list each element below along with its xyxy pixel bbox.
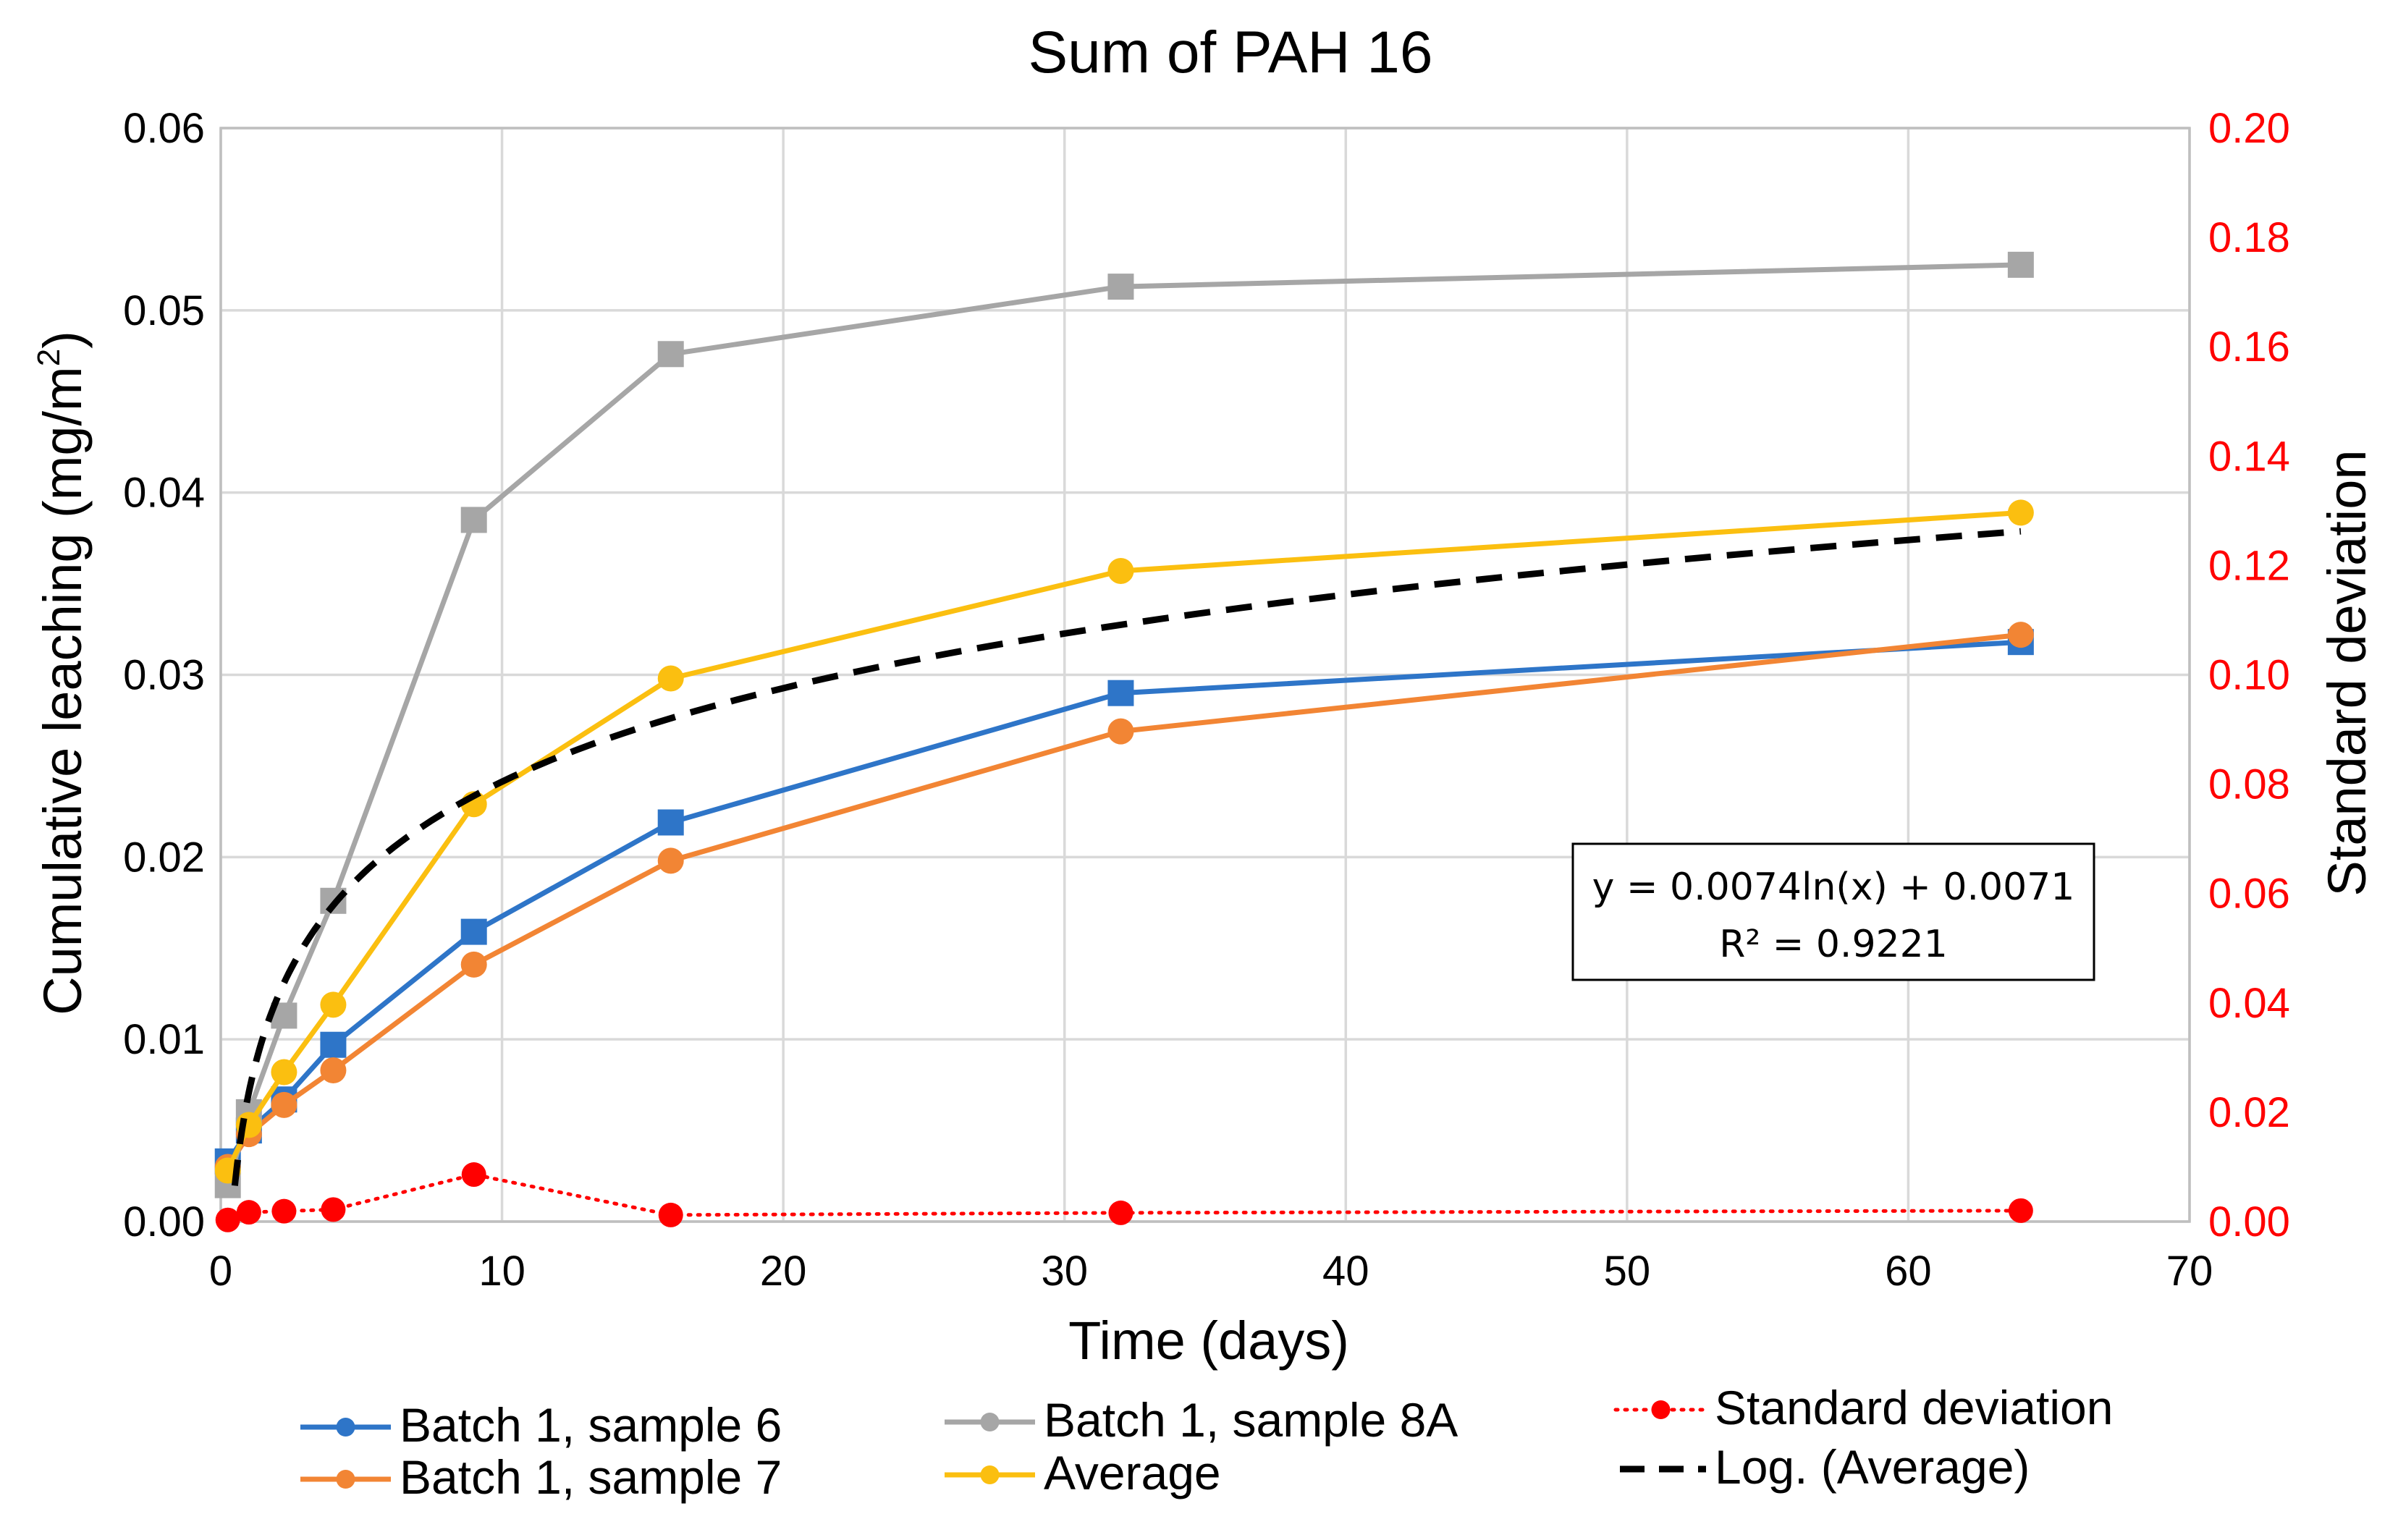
x-tick-label: 30: [1041, 1248, 1088, 1295]
series-standard-deviation: [215, 1162, 2033, 1232]
legend-swatch-marker: [980, 1413, 1000, 1431]
legend-label: Batch 1, sample 7: [400, 1450, 782, 1504]
x-tick-label: 60: [1885, 1248, 1932, 1295]
y2-tick-label: 0.06: [2208, 871, 2290, 918]
left-axis-ticks: 0.00 0.01 0.02 0.03 0.04 0.05 0.06: [123, 105, 205, 1245]
y-tick-label: 0.02: [123, 834, 205, 881]
data-point-average: [1107, 557, 1134, 584]
y2-tick-label: 0.16: [2208, 323, 2290, 371]
series-line-average: [225, 509, 2022, 1172]
trendline-log-average: [231, 528, 2022, 1186]
x-tick-label: 10: [478, 1248, 525, 1295]
legend-label: Batch 1, sample 6: [400, 1398, 782, 1452]
series-line-batch-1-sample-8a: [225, 262, 2021, 1186]
legend-swatch-marker: [980, 1465, 1000, 1484]
y2-tick-label: 0.00: [2208, 1198, 2290, 1245]
y2-tick-label: 0.14: [2208, 433, 2290, 480]
data-point-batch-1-sample-8a: [2007, 251, 2034, 278]
legend-label: Average: [1044, 1446, 1221, 1499]
data-point-batch-1-sample-8a: [657, 341, 684, 368]
y2-tick-label: 0.20: [2208, 105, 2290, 152]
legend-item: Batch 1, sample 6: [300, 1398, 782, 1452]
y-tick-label: 0.06: [123, 105, 205, 152]
legend-label: Standard deviation: [1715, 1381, 2113, 1434]
legend-swatch-marker: [1651, 1400, 1671, 1419]
data-point-batch-1-sample-6: [460, 918, 487, 945]
x-tick-label: 40: [1322, 1248, 1369, 1295]
data-point-batch-1-sample-7: [460, 951, 487, 978]
data-point-average: [320, 991, 347, 1018]
gridlines: [219, 127, 2191, 1223]
equation-frame: [1571, 842, 2095, 981]
data-point-batch-1-sample-7: [271, 1091, 297, 1118]
series-layer: [214, 251, 2034, 1232]
plot-area-frame: [219, 127, 2191, 1223]
y-tick-label: 0.05: [123, 287, 205, 334]
y-axis-title-main: Cumulative leaching (mg/m: [33, 366, 93, 1015]
legend-item: Standard deviation: [1613, 1381, 2113, 1434]
trendline-layer: [231, 528, 2022, 1186]
data-point-standard-deviation: [236, 1200, 261, 1225]
data-point-standard-deviation: [1108, 1200, 1133, 1225]
chart-title: Sum of PAH 16: [1028, 20, 1432, 85]
series-batch-1-sample-8a: [214, 251, 2034, 1198]
y-axis-title-superscript: 2: [31, 349, 67, 366]
y-tick-label: 0.01: [123, 1016, 205, 1063]
data-point-batch-1-sample-6: [320, 1031, 347, 1058]
x-tick-label: 70: [2166, 1248, 2213, 1295]
data-point-standard-deviation: [321, 1197, 346, 1222]
trendline-equation-box: y = 0.0074ln(x) + 0.0071 R² = 0.9221: [1571, 842, 2095, 981]
data-point-batch-1-sample-8a: [460, 507, 487, 533]
data-point-batch-1-sample-6: [1107, 680, 1134, 706]
y2-tick-label: 0.18: [2208, 214, 2290, 261]
y2-tick-label: 0.04: [2208, 980, 2290, 1027]
data-point-batch-1-sample-7: [320, 1057, 347, 1083]
trendline-equation: y = 0.0074ln(x) + 0.0071: [1592, 866, 2075, 909]
data-point-average: [657, 665, 684, 692]
data-point-average: [2007, 499, 2034, 526]
data-point-standard-deviation: [2008, 1198, 2033, 1223]
right-axis-ticks: 0.00 0.02 0.04 0.06 0.08 0.10 0.12 0.14 0.16 0.18…: [2208, 105, 2290, 1245]
legend-swatch-marker: [336, 1470, 355, 1489]
y-tick-label: 0.04: [123, 470, 205, 517]
data-point-standard-deviation: [461, 1162, 486, 1188]
data-point-average: [271, 1059, 297, 1086]
y2-tick-label: 0.02: [2208, 1089, 2290, 1136]
y-axis-title: Cumulative leaching (mg/m2): [31, 331, 93, 1015]
data-point-batch-1-sample-7: [657, 847, 684, 874]
y2-tick-label: 0.10: [2208, 652, 2290, 699]
data-point-batch-1-sample-8a: [1107, 274, 1134, 300]
series-average: [214, 499, 2034, 1184]
legend-label: Log. (Average): [1715, 1440, 2030, 1494]
y2-tick-label: 0.08: [2208, 761, 2290, 808]
y2-axis-title: Standard deviation: [2317, 449, 2377, 896]
x-axis-title: Time (days): [1068, 1311, 1349, 1371]
legend-label: Batch 1, sample 8A: [1044, 1393, 1458, 1447]
data-point-standard-deviation: [658, 1202, 683, 1227]
data-point-standard-deviation: [271, 1198, 297, 1224]
legend-item: Batch 1, sample 8A: [945, 1393, 1458, 1447]
legend-item: Average: [945, 1446, 1221, 1499]
legend-item: Log. (Average): [1620, 1440, 2030, 1494]
legend-swatch-marker: [336, 1418, 355, 1437]
y-axis-title-close: ): [33, 331, 93, 349]
data-point-batch-1-sample-6: [657, 809, 684, 836]
trendline-r-squared: R² = 0.9221: [1719, 923, 1948, 966]
x-tick-label: 0: [209, 1248, 232, 1295]
data-point-batch-1-sample-7: [2007, 622, 2034, 648]
x-tick-label: 50: [1604, 1248, 1651, 1295]
data-point-batch-1-sample-7: [1107, 718, 1134, 745]
x-tick-label: 20: [760, 1248, 807, 1295]
data-point-standard-deviation: [215, 1207, 240, 1232]
y-tick-label: 0.03: [123, 652, 205, 699]
legend-item: Batch 1, sample 7: [300, 1450, 782, 1504]
x-axis-ticks: 0 10 20 30 40 50 60 70: [209, 1248, 2213, 1295]
y-tick-label: 0.00: [123, 1198, 205, 1245]
y2-tick-label: 0.12: [2208, 542, 2290, 589]
